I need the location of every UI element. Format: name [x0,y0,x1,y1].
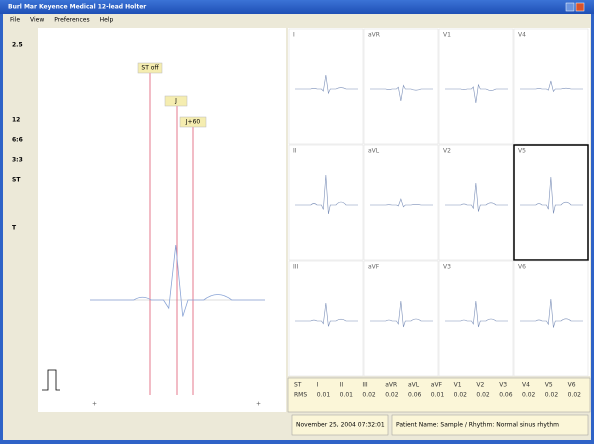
table-cell: 0.02 [385,392,399,399]
lead-label: V3 [443,264,451,271]
scroll-arrow[interactable]: + [256,401,261,408]
status-text: November 25, 2004 07:32:01 [296,422,385,429]
lead-trace [295,174,358,215]
lead-label: III [293,264,299,271]
toolbar-button[interactable]: 3:3 [12,157,23,164]
table-cell: V3 [499,382,507,389]
lead-trace [295,74,358,95]
lead-cell[interactable] [438,260,514,377]
lead-cell[interactable] [288,28,364,145]
marker-label: ST off [141,65,159,72]
window-title: Burl Mar Keyence Medical 12-lead Holter [8,4,146,11]
lead-cell[interactable] [438,28,514,145]
table-cell: V6 [568,382,576,389]
lead-label: aVR [368,32,380,39]
lead-cell[interactable] [513,144,589,261]
toolbar-button[interactable]: 2.5 [12,42,23,49]
menu-item[interactable]: File [10,17,20,24]
ecg-trace [90,244,265,317]
table-cell: III [362,382,368,389]
table-cell: V4 [522,382,530,389]
table-cell: V2 [476,382,484,389]
status-pane [391,414,589,436]
lead-cell[interactable] [513,28,589,145]
lead-trace [295,302,358,327]
table-cell: 0.06 [499,392,513,399]
rhythm-panel [38,28,286,412]
table-cell: 0.02 [362,392,376,399]
menu-item[interactable]: Preferences [54,17,89,24]
lead-label: V6 [518,264,526,271]
lead-cell[interactable] [438,144,514,261]
marker-tag[interactable] [179,116,207,128]
toolbar-button[interactable]: ST [12,177,21,184]
lead-cell[interactable] [363,144,439,261]
table-cell: 0.01 [340,392,354,399]
menu-item[interactable]: Help [100,17,114,24]
status-text: Patient Name: Sample / Rhythm: Normal si… [396,422,559,429]
lead-label: aVL [368,148,380,155]
table-cell: 0.02 [545,392,559,399]
lead-trace [370,198,433,208]
scroll-arrow[interactable]: + [92,401,97,408]
lead-cell[interactable] [363,28,439,145]
table-cell: V1 [454,382,462,389]
marker-label: J [174,98,177,105]
table-cell: II [340,382,344,389]
menu-item[interactable]: View [30,17,44,24]
title-bar [0,0,594,14]
lead-label: V5 [518,148,526,155]
lead-trace [520,176,583,214]
lead-cell[interactable] [288,144,364,261]
table-cell: 0.02 [454,392,468,399]
toolbar-button[interactable]: 12 [12,117,20,124]
lead-cell[interactable] [288,260,364,377]
lead-label: V4 [518,32,526,39]
lead-cell[interactable] [513,260,589,377]
table-cell: 0.01 [317,392,331,399]
table-cell: V5 [545,382,553,389]
lead-cell[interactable] [363,260,439,377]
calibration-pulse [42,369,60,391]
table-cell: aVL [408,382,420,389]
lead-label: II [293,148,297,155]
table-cell: 0.02 [568,392,582,399]
table-cell: aVF [431,382,443,389]
lead-trace [445,83,508,104]
toolbar-button[interactable]: T [12,225,17,232]
measure-table [287,377,591,413]
lead-trace [445,300,508,328]
lead-trace [370,84,433,102]
lead-label: V2 [443,148,451,155]
lead-trace [520,298,583,328]
minimize-button[interactable] [565,2,575,12]
table-cell: I [317,382,319,389]
marker-label: J+60 [185,119,201,126]
table-cell: 0.01 [431,392,445,399]
lead-trace [445,182,508,212]
lead-label: V1 [443,32,451,39]
lead-label: I [293,32,295,39]
table-cell: ST [294,382,302,389]
lead-label: aVF [368,264,380,271]
table-cell: RMS [294,392,307,399]
close-button[interactable] [575,2,585,12]
status-pane [291,414,389,436]
table-cell: aVR [385,382,397,389]
lead-trace [520,80,583,93]
lead-trace [370,300,433,328]
table-cell: 0.06 [408,392,422,399]
marker-tag[interactable] [137,62,163,74]
table-cell: 0.02 [522,392,536,399]
toolbar-button[interactable]: 6:6 [12,137,23,144]
marker-tag[interactable] [164,95,188,107]
table-cell: 0.02 [476,392,490,399]
